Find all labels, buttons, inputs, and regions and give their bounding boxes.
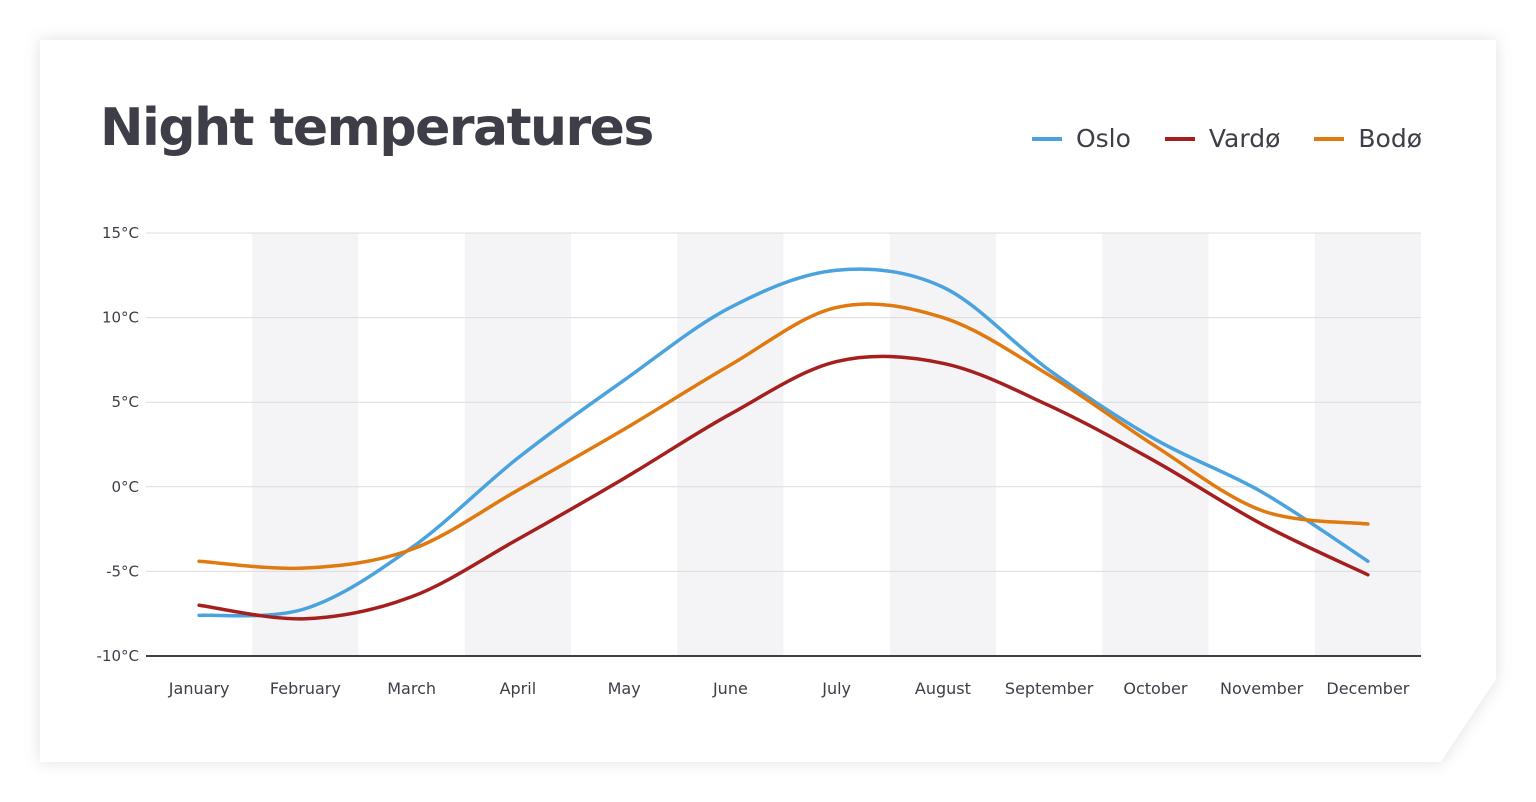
legend-label-oslo: Oslo — [1075, 124, 1131, 153]
x-tick-label: September — [1005, 679, 1094, 698]
x-tick-label: August — [915, 679, 971, 698]
x-tick-label: December — [1326, 679, 1409, 698]
legend-item-bodo: Bodø — [1314, 124, 1422, 153]
column-band — [252, 233, 359, 656]
column-band — [1314, 233, 1421, 656]
y-tick-label: 5°C — [111, 393, 139, 411]
column-band — [889, 233, 996, 656]
legend-swatch-bodo — [1314, 136, 1345, 141]
x-tick-label: June — [712, 679, 748, 698]
legend: Oslo Vardø Bodø — [1031, 124, 1422, 153]
x-tick-label: April — [500, 679, 537, 698]
column-band — [677, 233, 784, 656]
series-line-vardø — [197, 354, 1370, 621]
series-line-bodø — [197, 302, 1370, 571]
legend-swatch-oslo — [1031, 136, 1062, 141]
x-tick-label: January — [168, 679, 230, 698]
x-tick-label: February — [270, 679, 341, 698]
column-band — [464, 233, 571, 656]
y-tick-label: 10°C — [102, 309, 139, 327]
legend-item-vardo: Vardø — [1164, 124, 1281, 153]
legend-label-bodo: Bodø — [1358, 124, 1422, 153]
y-tick-label: 15°C — [102, 224, 139, 242]
y-tick-label: 0°C — [111, 478, 139, 496]
legend-label-vardo: Vardø — [1208, 124, 1281, 153]
x-tick-label: July — [821, 679, 851, 698]
y-tick-label: -5°C — [106, 562, 139, 580]
x-tick-label: May — [608, 679, 641, 698]
y-tick-label: -10°C — [97, 647, 139, 665]
legend-item-oslo: Oslo — [1031, 124, 1131, 153]
chart-title: Night temperatures — [100, 98, 654, 158]
x-tick-label: November — [1220, 679, 1304, 698]
x-tick-label: October — [1123, 679, 1187, 698]
x-tick-label: March — [387, 679, 436, 698]
legend-swatch-vardo — [1164, 136, 1195, 141]
